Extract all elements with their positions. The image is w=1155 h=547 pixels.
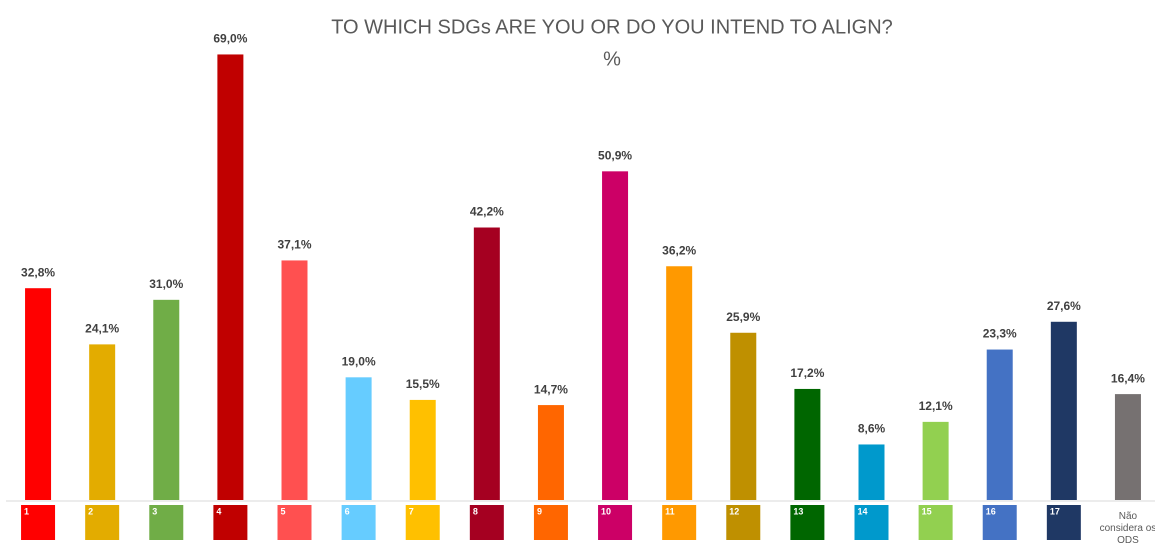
sdg-icon <box>1046 505 1081 540</box>
sdg-icon <box>213 505 248 540</box>
value-label: 32,8% <box>21 265 55 279</box>
bar <box>794 388 821 500</box>
sdg-icon <box>341 505 376 540</box>
sdg-number: 10 <box>601 506 611 516</box>
bar <box>858 444 885 500</box>
sdg-number: 3 <box>152 506 157 516</box>
value-label: 23,3% <box>983 327 1017 341</box>
sdg-number: 15 <box>922 506 932 516</box>
sdg-icon <box>85 505 120 540</box>
chart-title: TO WHICH SDGs ARE YOU OR DO YOU INTEND T… <box>331 16 893 38</box>
sdg-icon <box>726 505 761 540</box>
value-label: 50,9% <box>598 149 632 163</box>
bar <box>473 227 500 500</box>
sdg-icon <box>598 505 633 540</box>
value-label: 12,1% <box>919 399 953 413</box>
bar <box>153 299 180 500</box>
bar <box>922 421 949 500</box>
sdg-number: 17 <box>1050 506 1060 516</box>
bar <box>409 399 436 500</box>
sdg-number: 2 <box>88 506 93 516</box>
sdg-icon <box>662 505 697 540</box>
bar <box>217 54 244 500</box>
value-label: 27,6% <box>1047 299 1081 313</box>
sdg-number: 9 <box>537 506 542 516</box>
sdg-number: 7 <box>409 506 414 516</box>
sdg-number: 6 <box>345 506 350 516</box>
value-label: 31,0% <box>149 277 183 291</box>
sdg-number: 5 <box>281 506 286 516</box>
bar <box>345 377 372 500</box>
bar <box>986 349 1013 500</box>
bar <box>602 171 629 500</box>
sdg-number: 13 <box>793 506 803 516</box>
bar <box>730 332 757 500</box>
chart-subtitle: % <box>603 48 621 70</box>
sdg-icon <box>790 505 825 540</box>
sdg-number: 11 <box>665 506 675 516</box>
value-label: 15,5% <box>406 377 440 391</box>
x-tick-label: Não considera os ODS <box>1099 511 1155 546</box>
sdg-icon <box>854 505 889 540</box>
sdg-number: 1 <box>24 506 29 516</box>
value-label: 25,9% <box>726 310 760 324</box>
sdg-icon <box>469 505 504 540</box>
sdg-icon <box>533 505 568 540</box>
sdg-icon <box>982 505 1017 540</box>
sdg-number: 14 <box>858 506 868 516</box>
sdg-icon <box>21 505 56 540</box>
bar <box>666 266 693 500</box>
value-label: 24,1% <box>85 322 119 336</box>
sdg-icon <box>918 505 953 540</box>
value-label: 36,2% <box>662 243 696 257</box>
value-label: 37,1% <box>277 238 311 252</box>
bar <box>1114 394 1141 500</box>
bar <box>537 405 564 500</box>
sdg-number: 12 <box>729 506 739 516</box>
value-label: 17,2% <box>790 366 824 380</box>
bar <box>281 260 308 500</box>
bar <box>1050 321 1077 500</box>
value-label: 69,0% <box>213 32 247 46</box>
sdg-number: 16 <box>986 506 996 516</box>
bar <box>89 344 116 500</box>
value-label: 14,7% <box>534 382 568 396</box>
value-label: 8,6% <box>858 422 886 436</box>
value-label: 19,0% <box>342 354 376 368</box>
bar <box>25 288 52 500</box>
sdg-icon <box>405 505 440 540</box>
value-label: 42,2% <box>470 205 504 219</box>
sdg-number: 4 <box>216 506 221 516</box>
sdg-icon <box>277 505 312 540</box>
value-label: 16,4% <box>1111 371 1145 385</box>
sdg-icon <box>149 505 184 540</box>
sdg-number: 8 <box>473 506 478 516</box>
